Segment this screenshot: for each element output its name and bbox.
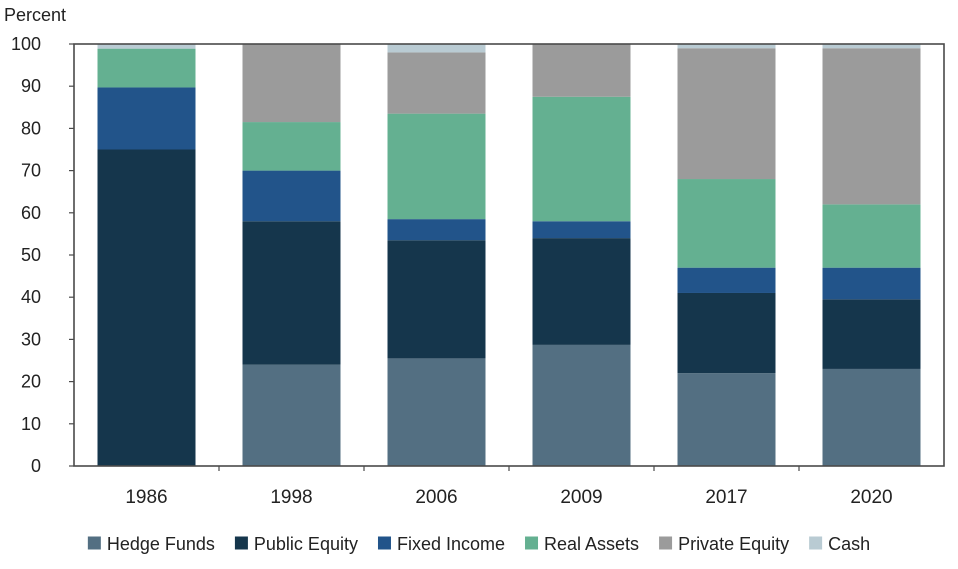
bar-segment-2006-hedge-funds [387,358,486,466]
y-tick-label: 30 [21,329,41,349]
bar-segment-2020-cash [822,44,921,49]
y-tick-label: 40 [21,287,41,307]
y-tick-label: 100 [11,34,41,54]
bar-segment-2006-cash [387,44,486,53]
bar-segment-1998-public-equity [242,221,341,365]
legend-swatch [659,536,673,550]
bar-segment-2006-private-equity [387,52,486,114]
bars-layer [97,44,921,466]
legend-label: Real Assets [544,534,639,554]
bar-segment-2009-private-equity [532,44,631,97]
y-axis-label: Percent [4,5,66,25]
bar-segment-2020-real-assets [822,204,921,268]
y-tick-label: 50 [21,245,41,265]
bar-segment-2017-hedge-funds [677,373,776,466]
legend-label: Public Equity [254,534,358,554]
bar-segment-2009-hedge-funds [532,344,631,466]
bar-segment-2009-real-assets [532,96,631,222]
legend-label: Hedge Funds [107,534,215,554]
legend-swatch [87,536,101,550]
legend-swatch [809,536,823,550]
bar-segment-2009-fixed-income [532,221,631,239]
y-tick-label: 80 [21,118,41,138]
bar-segment-1998-hedge-funds [242,364,341,466]
y-tick-label: 20 [21,372,41,392]
bar-segment-2020-private-equity [822,48,921,205]
plot-frame [73,43,945,467]
x-category-label: 2020 [850,487,892,508]
bar-segment-2020-fixed-income [822,267,921,300]
bar-segment-2017-real-assets [677,179,776,268]
bar-segment-1998-private-equity [242,44,341,123]
bar-segment-2006-fixed-income [387,219,486,241]
legend-label: Cash [828,534,870,554]
bar-segment-2017-private-equity [677,48,776,180]
y-tick-label: 90 [21,76,41,96]
bar-segment-2009-public-equity [532,238,631,345]
legend-item-real-assets: Real Assets [525,534,639,554]
x-category-label: 2017 [705,487,747,508]
legend-item-private-equity: Private Equity [659,534,789,554]
legend-label: Fixed Income [397,534,505,554]
y-tick-label: 60 [21,203,41,223]
y-tick-label: 70 [21,161,41,181]
bar-segment-1998-real-assets [242,122,341,171]
x-category-label: 2006 [415,487,457,508]
bar-segment-1998-fixed-income [242,170,341,222]
bar-segment-2020-hedge-funds [822,368,921,466]
bar-segment-2017-fixed-income [677,267,776,293]
legend-swatch [377,536,391,550]
x-category-label: 2009 [560,487,602,508]
legend-swatch [525,536,539,550]
x-category-label: 1986 [125,487,167,508]
x-category-label: 1998 [270,487,312,508]
legend: Hedge Funds Public Equity Fixed Income Real… [87,534,870,554]
legend-item-cash: Cash [809,534,870,554]
legend-label: Private Equity [678,534,789,554]
bar-segment-2017-public-equity [677,292,776,374]
axes-layer: 0 10 20 30 40 50 60 70 80 90 100 1986 1998 2006 2009 20… [11,34,945,508]
legend-item-hedge-funds: Hedge Funds [87,534,215,554]
bar-segment-1986-real-assets [97,48,196,88]
bar-segment-2006-public-equity [387,240,486,359]
bar-segment-2020-public-equity [822,299,921,369]
legend-item-fixed-income: Fixed Income [377,534,505,554]
bar-segment-1986-fixed-income [97,87,196,150]
bar-segment-1986-cash [97,44,196,49]
legend-swatch [234,536,248,550]
bar-segment-2017-cash [677,44,776,49]
bar-segment-1986-public-equity [97,149,196,466]
y-tick-label: 10 [21,414,41,434]
bar-segment-2006-real-assets [387,113,486,220]
y-tick-label: 0 [31,456,41,476]
legend-item-public-equity: Public Equity [234,534,358,554]
